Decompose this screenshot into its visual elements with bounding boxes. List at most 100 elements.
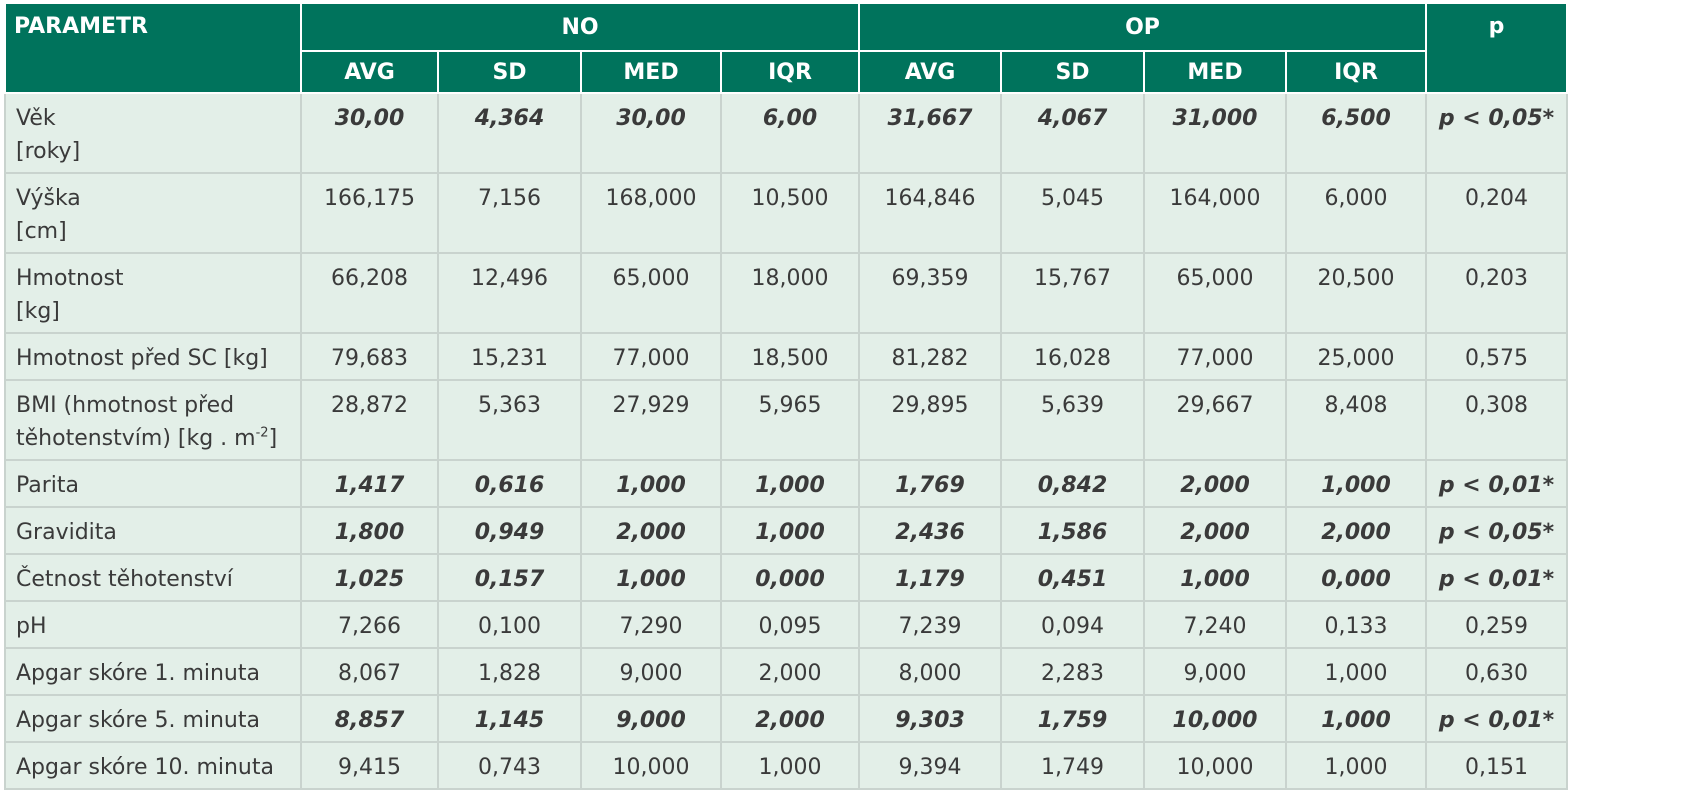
label-line: Apgar skóre 10. minuta [16,751,296,784]
value-cell: 1,000 [1284,694,1428,743]
table-row: Věk [roky] 30,00 4,364 30,00 6,00 31,667 4,067 3… [4,92,1569,174]
value-cell: 2,000 [1143,506,1287,555]
value-cell: 1,759 [1000,694,1145,743]
label-line: Hmotnost [16,262,296,295]
value-cell: 1,000 [1143,553,1287,602]
value-cell: 1,800 [300,506,439,555]
header-cell: MED [580,50,722,94]
value-cell: 0,133 [1284,600,1428,649]
value-cell: 7,240 [1143,600,1287,649]
value-cell: 7,266 [300,600,439,649]
value-cell: 5,639 [1000,379,1145,461]
label-text: Výška [16,186,81,211]
value-cell: 0,616 [437,459,582,508]
value-cell: 1,000 [580,459,722,508]
value-cell: 31,000 [1143,92,1287,174]
value-cell: 1,828 [437,647,582,696]
value-cell: 2,283 [1000,647,1145,696]
value-cell: 0,743 [437,741,582,790]
value-cell: 0,151 [1425,741,1569,790]
value-cell: p < 0,01* [1425,553,1569,602]
value-cell: 0,630 [1425,647,1569,696]
header-cell: NO [300,2,860,52]
value-cell: 10,000 [580,741,722,790]
header-cell: AVG [858,50,1002,94]
row-label: Gravidita [4,506,302,555]
table-row: Apgar skóre 1. minuta 8,067 1,828 9,000 2,00… [4,647,1569,696]
value-cell: p < 0,05* [1425,92,1569,174]
value-cell: 9,000 [1143,647,1287,696]
label-text: Věk [16,106,56,131]
row-label: Apgar skóre 10. minuta [4,741,302,790]
value-cell: 1,749 [1000,741,1145,790]
value-cell: 1,000 [720,459,860,508]
row-label: Četnost těhotenství [4,553,302,602]
value-cell: 29,895 [858,379,1002,461]
header-cell: OP [857,2,1428,52]
row-label: Hmotnost [kg] [4,252,302,334]
label-text: [cm] [16,219,67,244]
value-cell: 16,028 [1000,332,1145,381]
value-cell: 2,000 [720,694,860,743]
value-cell: 25,000 [1284,332,1428,381]
value-cell: 5,045 [1000,172,1145,254]
table-row: Apgar skóre 5. minuta 8,857 1,145 9,000 2,00… [4,694,1569,743]
value-cell: 7,290 [580,600,722,649]
value-cell: 28,872 [300,379,439,461]
table-body: Věk [roky] 30,00 4,364 30,00 6,00 31,667 4,067 3… [4,92,1569,790]
value-cell: 7,239 [858,600,1002,649]
value-cell: 9,303 [858,694,1002,743]
value-cell: 10,000 [1143,694,1287,743]
value-cell: 1,000 [1284,741,1428,790]
label-line: [kg] [16,295,296,328]
value-cell: 18,500 [720,332,860,381]
value-cell: 8,408 [1284,379,1428,461]
value-cell: 77,000 [1143,332,1287,381]
value-cell: 0,203 [1425,252,1569,334]
value-cell: 2,000 [580,506,722,555]
value-cell: 10,500 [720,172,860,254]
value-cell: 6,00 [720,92,860,174]
value-cell: 15,231 [437,332,582,381]
value-cell: 1,000 [1284,459,1428,508]
header-cell: p [1425,2,1569,94]
value-cell: 9,000 [580,647,722,696]
value-cell: 0,157 [437,553,582,602]
value-cell: 9,394 [858,741,1002,790]
label-text: [roky] [16,139,81,164]
label-line: Apgar skóre 1. minuta [16,657,296,690]
value-cell: 79,683 [300,332,439,381]
value-cell: 0,575 [1425,332,1569,381]
row-label: Výška [cm] [4,172,302,254]
value-cell: 10,000 [1143,741,1287,790]
header-row: PARAMETR NO OP p [4,2,1569,94]
label-text: Parita [16,473,80,498]
table-row: Hmotnost před SC [kg] 79,683 15,231 77,000 1… [4,332,1569,381]
value-cell: p < 0,01* [1425,459,1569,508]
value-cell: 4,364 [437,92,582,174]
value-cell: 2,000 [1143,459,1287,508]
value-cell: 1,417 [300,459,439,508]
label-line: pH [16,610,296,643]
value-cell: 12,496 [437,252,582,334]
value-cell: 0,949 [437,506,582,555]
value-cell: 77,000 [580,332,722,381]
header-cell: SD [437,50,582,94]
value-cell: 0,000 [1284,553,1428,602]
value-cell: 166,175 [300,172,439,254]
table-row: Apgar skóre 10. minuta 9,415 0,743 10,000 1,… [4,741,1569,790]
value-cell: 8,000 [858,647,1002,696]
value-cell: 81,282 [858,332,1002,381]
label-line: Hmotnost před SC [kg] [16,342,296,375]
row-label: Hmotnost před SC [kg] [4,332,302,381]
label-line: Gravidita [16,516,296,549]
value-cell: 29,667 [1143,379,1287,461]
value-cell: 31,667 [858,92,1002,174]
value-cell: 1,000 [580,553,722,602]
value-cell: 8,067 [300,647,439,696]
value-cell: 65,000 [1143,252,1287,334]
label-text: Apgar skóre 1. minuta [16,661,260,686]
value-cell: 1,179 [858,553,1002,602]
value-cell: p < 0,05* [1425,506,1569,555]
